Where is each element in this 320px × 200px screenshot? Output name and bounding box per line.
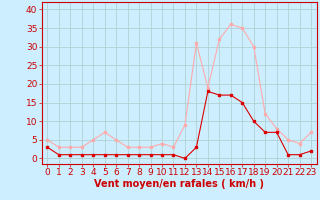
X-axis label: Vent moyen/en rafales ( km/h ): Vent moyen/en rafales ( km/h ) (94, 179, 264, 189)
